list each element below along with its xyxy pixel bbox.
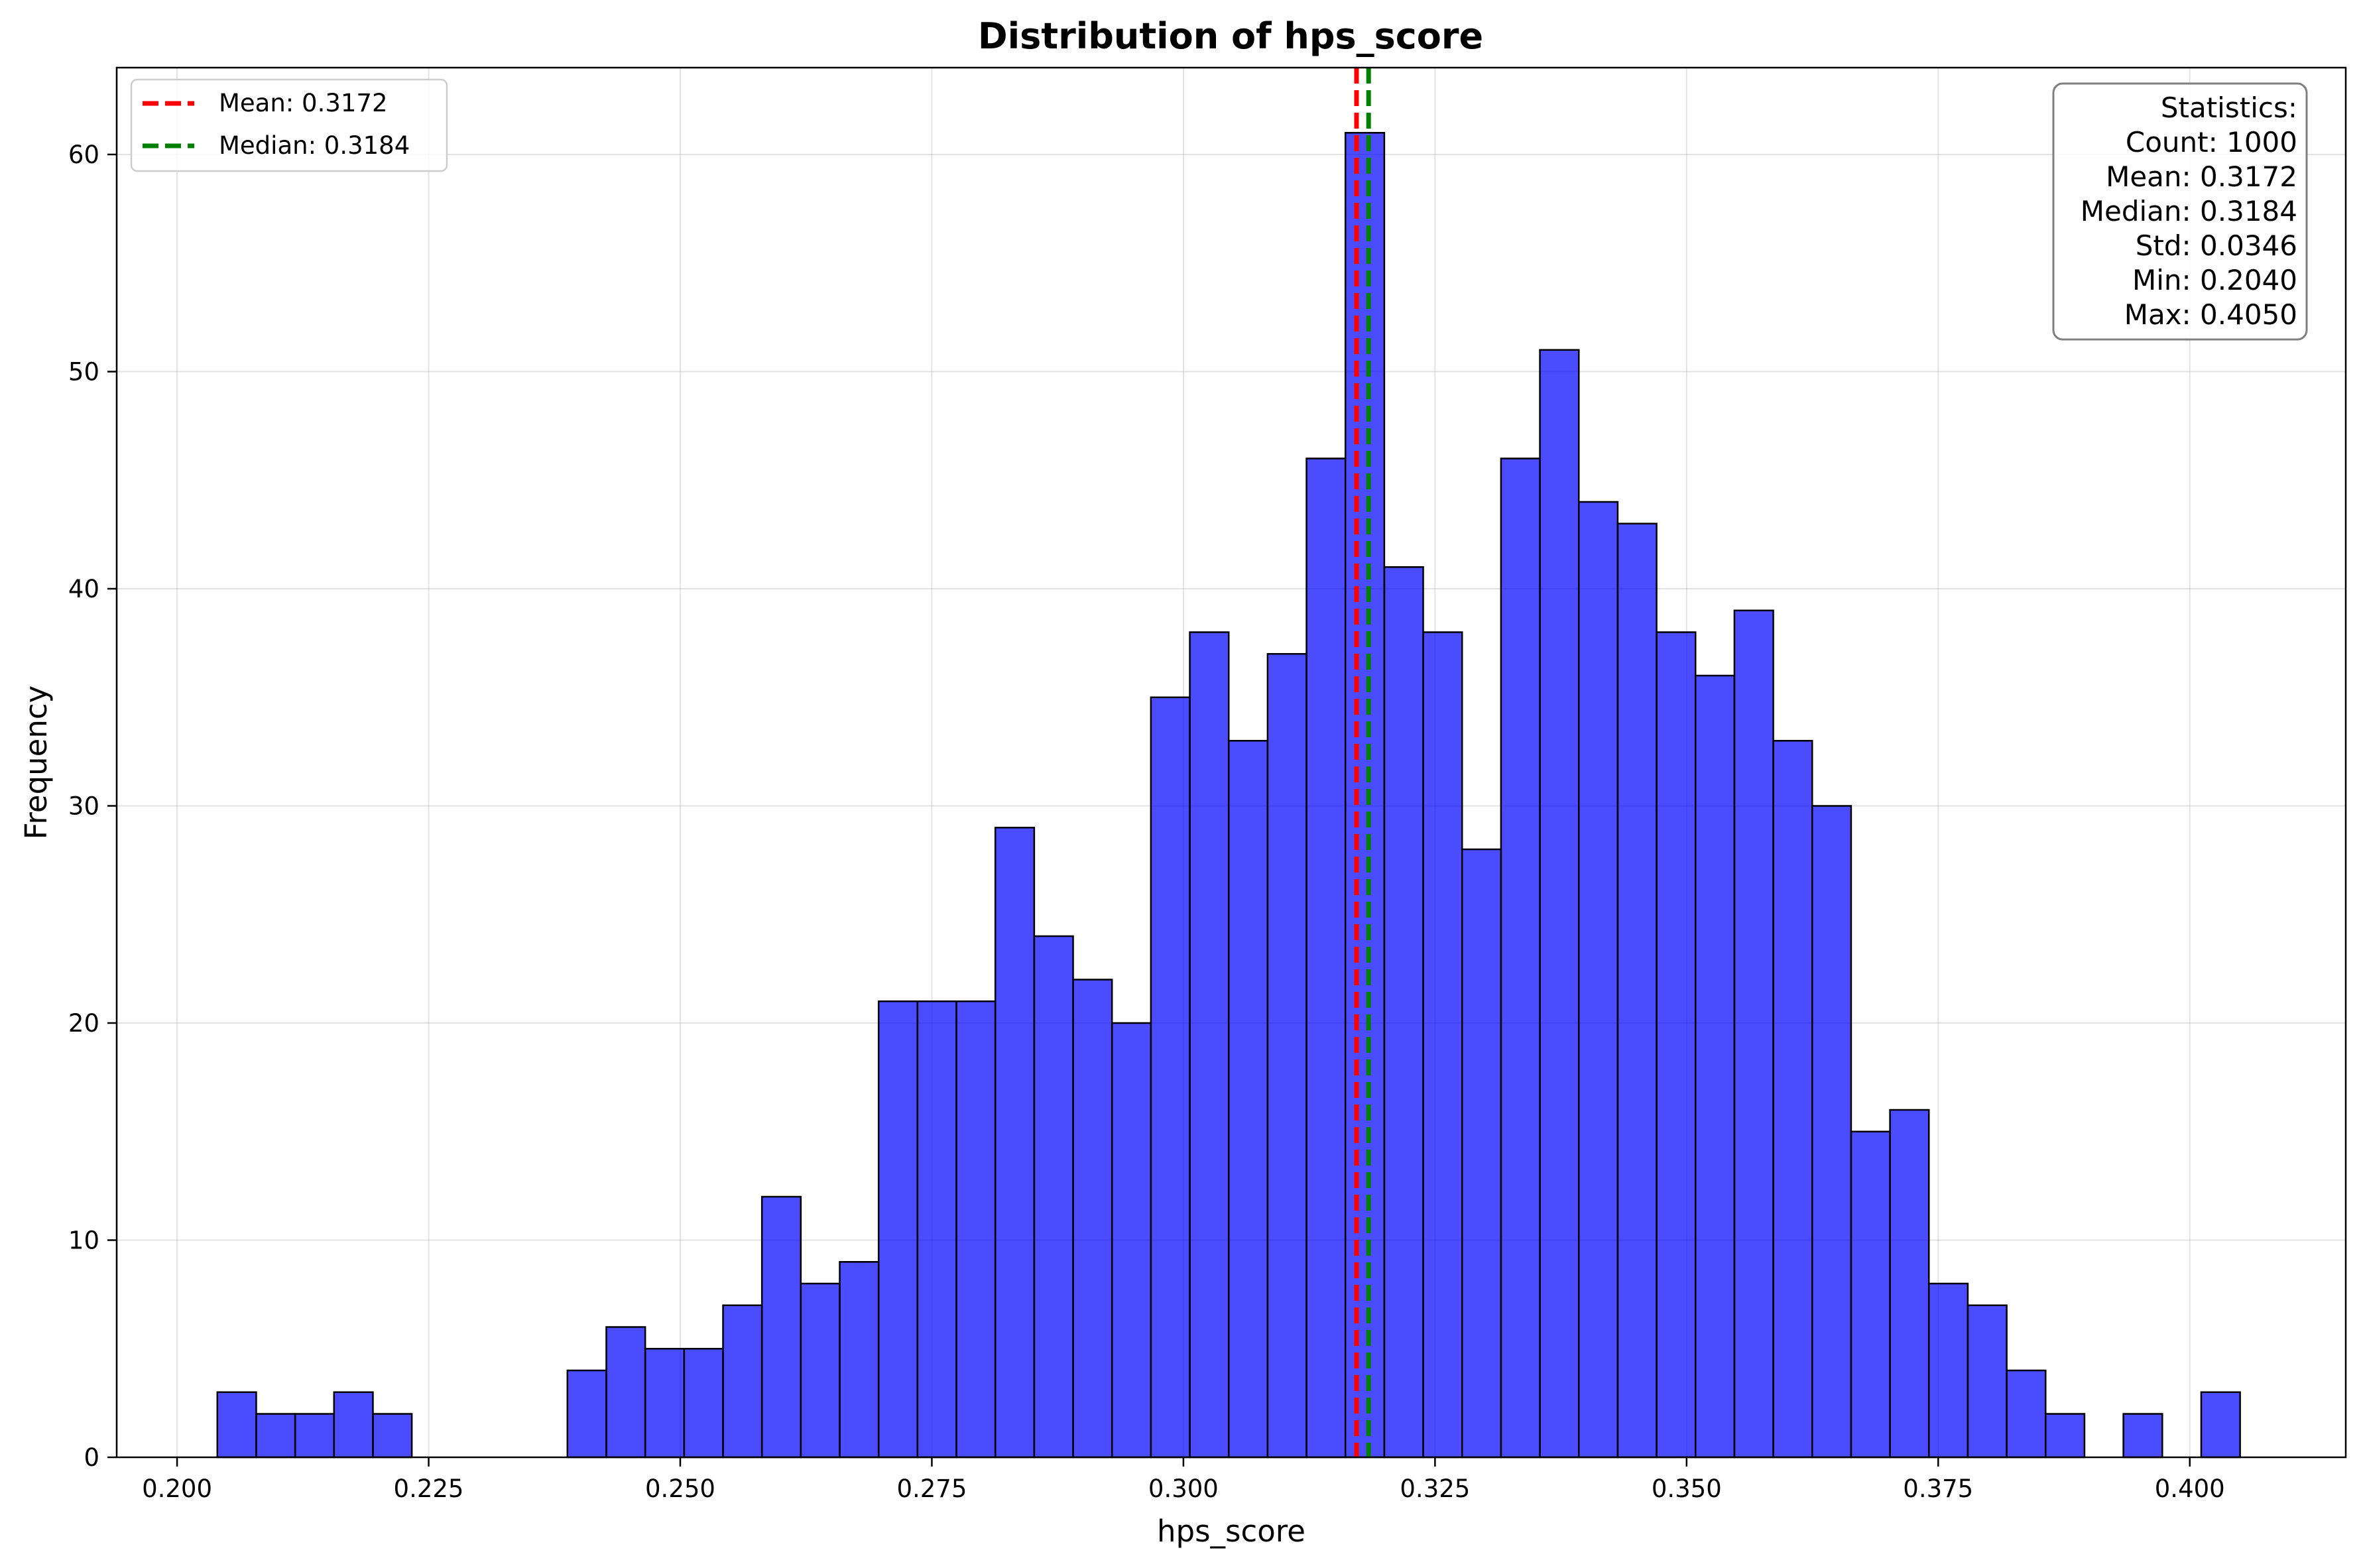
y-tick-label: 40 — [68, 575, 99, 603]
stats-line-mean: Mean: 0.3172 — [2106, 160, 2297, 193]
x-tick-label: 0.225 — [394, 1475, 464, 1503]
stats-line-max: Max: 0.4050 — [2124, 298, 2297, 331]
histogram-bar — [1383, 566, 1424, 1459]
histogram-bar — [1889, 1109, 1930, 1459]
y-tick-label: 10 — [68, 1227, 99, 1255]
histogram-bar — [955, 1000, 997, 1459]
histogram-bar — [1656, 631, 1697, 1459]
plot-frame — [115, 66, 2347, 1459]
y-tick-label: 50 — [68, 358, 99, 387]
histogram-bar — [566, 1369, 607, 1459]
histogram-bar — [333, 1391, 374, 1459]
histogram-bar — [2200, 1391, 2241, 1459]
x-axis-label: hps_score — [1157, 1514, 1305, 1549]
y-axis-ticks: 0 10 20 30 40 50 60 — [68, 141, 117, 1472]
histogram-bar — [800, 1282, 841, 1459]
histogram-bar — [916, 1000, 957, 1459]
stats-line-std: Std: 0.0346 — [2136, 229, 2297, 262]
y-axis-label: Frequency — [19, 686, 54, 839]
histogram-bar — [1850, 1130, 1891, 1459]
y-tick-label: 60 — [68, 141, 99, 169]
histogram-bar — [294, 1413, 335, 1459]
histogram-bar — [255, 1413, 296, 1459]
histogram-bar — [1811, 805, 1852, 1459]
x-tick-label: 0.250 — [645, 1475, 715, 1503]
histogram-bar — [216, 1391, 257, 1459]
histogram-bar — [683, 1348, 724, 1459]
x-tick-label: 0.400 — [2155, 1475, 2225, 1503]
stats-line-median: Median: 0.3184 — [2081, 195, 2297, 227]
histogram-bar — [1033, 935, 1074, 1459]
histogram-bar — [1422, 631, 1463, 1459]
histogram-bar — [1227, 740, 1269, 1459]
legend-median-label: Median: 0.3184 — [219, 131, 410, 160]
histogram-bar — [1928, 1282, 1969, 1459]
legend-frame — [130, 78, 448, 172]
histogram-bar — [1694, 674, 1736, 1459]
histogram-bar — [1150, 696, 1191, 1459]
histogram-bar — [1539, 349, 1580, 1459]
histogram-bar — [605, 1326, 646, 1459]
histogram-bar — [1072, 979, 1113, 1459]
histogram-bar — [1344, 132, 1386, 1459]
histogram-bar — [1967, 1304, 2008, 1459]
x-tick-label: 0.375 — [1903, 1475, 1973, 1503]
plot-area — [115, 66, 2347, 1459]
histogram-bar — [1305, 457, 1347, 1459]
x-tick-label: 0.325 — [1400, 1475, 1470, 1503]
histogram-bar — [1772, 740, 1813, 1459]
histogram-bar — [722, 1304, 763, 1459]
legend-mean-label: Mean: 0.3172 — [219, 89, 388, 117]
reference-lines — [1354, 68, 1371, 1457]
histogram-bar — [1461, 848, 1502, 1459]
x-tick-label: 0.300 — [1148, 1475, 1219, 1503]
histogram-bar — [372, 1413, 413, 1459]
histogram-bar — [994, 827, 1036, 1459]
histogram-bar — [1189, 631, 1230, 1459]
histogram-bar — [839, 1261, 880, 1459]
histogram-bar — [1266, 653, 1307, 1459]
x-axis-ticks: 0.200 0.225 0.250 0.275 0.300 0.325 0.350 0.375… — [142, 1457, 2225, 1503]
histogram-bar — [1733, 609, 1774, 1459]
histogram-bar — [2122, 1413, 2163, 1459]
stats-line-heading: Statistics: — [2161, 91, 2297, 124]
chart-title: Distribution of hps_score — [978, 15, 1483, 57]
x-tick-label: 0.350 — [1652, 1475, 1722, 1503]
y-tick-label: 0 — [84, 1443, 99, 1472]
legend: Mean: 0.3172 Median: 0.3184 — [130, 78, 448, 172]
x-tick-label: 0.275 — [896, 1475, 967, 1503]
histogram-bar — [877, 1000, 919, 1459]
histogram-bar — [1500, 457, 1541, 1459]
histogram-bar — [1616, 522, 1658, 1459]
histogram-bar — [2006, 1369, 2047, 1459]
histogram-bar — [644, 1348, 686, 1459]
statistics-box: Statistics: Count: 1000 Mean: 0.3172 Med… — [2052, 82, 2308, 341]
stats-line-min: Min: 0.2040 — [2132, 264, 2297, 296]
histogram-bar — [2045, 1413, 2086, 1459]
stats-line-count: Count: 1000 — [2126, 126, 2297, 158]
x-tick-label: 0.200 — [142, 1475, 212, 1503]
histogram-bar — [760, 1195, 802, 1459]
histogram-bar — [1111, 1022, 1152, 1459]
y-tick-label: 30 — [68, 792, 99, 821]
statistics-box-frame — [2052, 82, 2308, 341]
y-tick-label: 20 — [68, 1009, 99, 1038]
histogram-bar — [1577, 501, 1619, 1459]
